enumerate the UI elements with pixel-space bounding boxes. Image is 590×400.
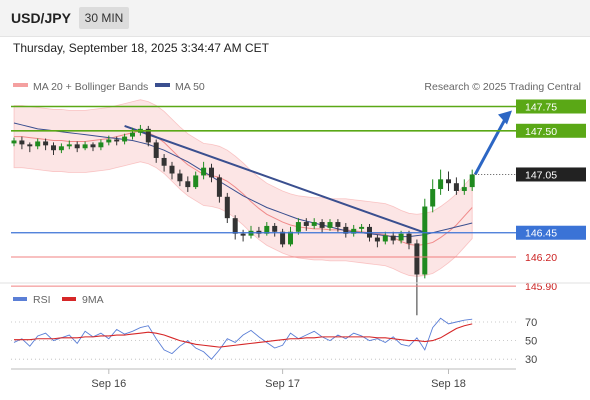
candle-body [98,142,104,148]
candle-body [51,145,56,151]
candle-body [161,157,167,166]
candle-body [446,179,451,184]
candle-body [422,206,428,275]
level-label-bg [516,99,586,114]
rsi-ma-line [14,323,473,348]
candle-body [398,233,404,241]
level-label-resistance: 147.50 [525,126,557,138]
candle-body [224,196,230,219]
forecast-arrow-head [498,110,512,125]
candle-body [106,139,112,143]
candle-body [461,187,467,191]
x-tick-label: Sep 18 [431,378,466,390]
chart-datetime: Thursday, September 18, 2025 3:34:47 AM … [13,41,269,55]
ma50-line [13,122,473,238]
candle-body [359,226,365,229]
symbol-label: USD/JPY [11,10,71,26]
rsi-legend-swatch [13,297,27,301]
level-label-last: 147.05 [525,169,557,181]
candle-body [343,226,349,234]
trendline [124,124,426,234]
candle-body [382,235,388,242]
candle-body [453,183,459,191]
level-label-bg [516,225,586,240]
candle-body [193,175,199,188]
credit-label: Research © 2025 Trading Central [424,81,581,93]
candle-body [201,167,207,176]
ma20-legend-label: MA 20 + Bollinger Bands [33,81,148,93]
rsi-tick-label: 30 [525,354,537,366]
price-levels: 147.75 147.50 147.05 146.45 146.20 145.90 [11,99,586,293]
candle-body [335,222,341,227]
candle-body [169,165,175,174]
candle-body [19,140,25,145]
candle-body [469,174,475,188]
candle-body [327,222,333,228]
candle-body [264,225,270,234]
level-label-pivot: 146.45 [525,228,557,240]
candle-body [414,243,420,275]
ma50-legend-swatch [155,83,170,87]
candle-body [66,144,72,147]
level-label-bg [516,123,586,138]
candle-body [177,173,183,182]
candle-body [130,132,135,137]
candle-body [288,231,293,245]
level-label-bg [516,167,586,182]
candle-body [406,233,412,244]
ma50-legend-label: MA 50 [175,81,205,93]
candle-body [27,144,33,147]
rsi-tick-label: 50 [525,336,537,348]
rsi-ma-legend-label: 9MA [82,294,104,306]
candle-body [351,228,357,234]
level-label-support: 145.90 [525,281,557,293]
candle-body [438,179,444,190]
level-label-support: 146.20 [525,252,557,264]
x-tick-label: Sep 16 [91,378,126,390]
candle-body [74,144,80,149]
candle-body [232,218,238,234]
rsi-tick-label: 70 [525,317,537,329]
timeframe-button[interactable]: 30 MIN [79,7,129,29]
candle-body [43,141,49,146]
candle-body [145,128,151,143]
ma20-line [14,130,473,246]
candle-body [153,142,159,158]
level-label-resistance: 147.75 [525,102,557,114]
candle-body [209,167,214,178]
candle-body [319,222,325,228]
candle-body [90,144,96,148]
candle-body [58,146,64,151]
candle-body [11,140,17,144]
candle-body [430,189,436,207]
ma20-legend-swatch [13,83,28,87]
candle-body [311,222,317,226]
candle-body [216,177,222,197]
forecast-arrow-shaft [473,116,508,176]
candle-body [272,225,278,232]
candle-body [114,139,120,142]
candle-body [374,237,380,242]
candle-body [303,222,309,226]
rsi-plot: 70 50 30 [11,317,537,366]
candle-body [295,222,301,232]
candle-body [35,141,41,147]
x-tick-label: Sep 17 [265,378,300,390]
candle-body [122,136,128,142]
top-bar: USD/JPY 30 MIN [0,0,590,37]
rsi-ma-legend-swatch [62,297,76,301]
candle-body [82,144,88,149]
x-axis-ticks: Sep 16 Sep 17 Sep 18 [91,369,466,390]
bollinger-band [13,99,473,277]
candle-body [185,181,191,188]
candle-body [280,231,286,245]
candle-body [390,235,396,241]
rsi-line [13,317,473,360]
rsi-legend-label: RSI [33,294,51,306]
candle-body [240,233,246,236]
